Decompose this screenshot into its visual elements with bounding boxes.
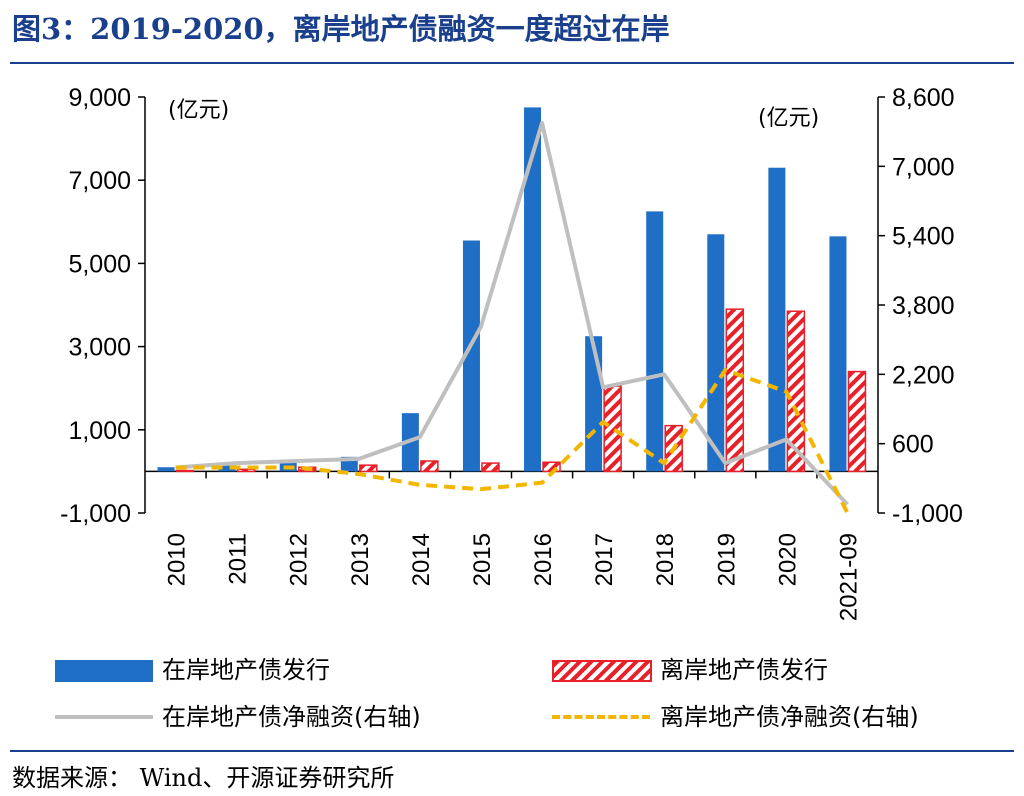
right-tick-label: 2,200 <box>892 361 955 389</box>
onshore-issuance-bar <box>218 465 236 472</box>
legend-swatch-offshore-net <box>552 715 650 719</box>
footer-rule <box>10 750 1014 752</box>
onshore-net-financing-line <box>175 121 849 506</box>
legend-swatch-offshore-issuance <box>552 660 652 682</box>
chart-canvas: 9,000 7,000 5,000 3,000 1,000 -1,000 8,600 7,00… <box>60 84 963 621</box>
left-tick-label: 7,000 <box>68 167 131 195</box>
offshore-issuance-bar <box>603 385 622 473</box>
legend-offshore-issuance: 离岸地产债发行 <box>660 656 828 684</box>
left-tick-label: 1,000 <box>68 417 131 445</box>
right-axis-unit: (亿元) <box>758 106 819 131</box>
right-tick-label: -1,000 <box>892 500 963 528</box>
title-rule <box>10 62 1014 64</box>
legend-swatch-onshore-net <box>55 715 153 719</box>
offshore-issuance-bar <box>236 468 256 473</box>
left-axis-unit: (亿元) <box>168 98 229 123</box>
x-tick-label: 2018 <box>652 533 679 586</box>
offshore-issuance-bar <box>481 462 500 473</box>
x-tick-label: 2014 <box>408 533 435 586</box>
offshore-net-financing-line <box>175 368 850 514</box>
x-tick-label: 2015 <box>469 533 496 586</box>
x-tick-label: 2010 <box>164 533 191 586</box>
left-tick-label: 3,000 <box>68 334 131 362</box>
legend-offshore-net: 离岸地产债净融资(右轴) <box>660 703 919 731</box>
onshore-issuance-bar <box>646 211 664 472</box>
right-tick-label: 7,000 <box>892 153 955 181</box>
x-tick-label: 2016 <box>530 533 557 586</box>
onshore-issuance-bar <box>829 236 847 472</box>
offshore-issuance-bar <box>175 469 195 473</box>
left-tick-label: 9,000 <box>68 84 131 112</box>
right-tick-label: 8,600 <box>892 84 955 112</box>
right-tick-label: 3,800 <box>892 292 955 320</box>
offshore-issuance-bar <box>359 464 378 473</box>
x-tick-label: 2019 <box>713 533 740 586</box>
left-tick-label: -1,000 <box>60 500 131 528</box>
onshore-issuance-bar <box>707 234 725 472</box>
legend-onshore-issuance: 在岸地产债发行 <box>162 656 330 684</box>
legend-swatch-onshore-issuance <box>55 660 153 682</box>
right-tick-label: 5,400 <box>892 223 955 251</box>
source-note: 数据来源： Wind、开源证券研究所 <box>12 764 395 792</box>
onshore-issuance-bar <box>462 240 480 472</box>
legend-onshore-net: 在岸地产债净融资(右轴) <box>162 703 421 731</box>
onshore-issuance-bar <box>768 167 786 472</box>
x-tick-label: 2020 <box>774 533 801 586</box>
onshore-issuance-bar <box>585 336 603 472</box>
right-tick-label: 600 <box>892 431 934 459</box>
onshore-issuance-bar <box>157 467 175 472</box>
offshore-issuance-bar <box>725 308 745 473</box>
x-tick-label: 2011 <box>225 533 252 585</box>
x-tick-label: 2021-09 <box>835 533 862 621</box>
left-tick-label: 5,000 <box>68 250 131 278</box>
x-tick-label: 2017 <box>591 533 618 586</box>
x-tick-label: 2013 <box>347 533 374 586</box>
onshore-issuance-bar <box>524 107 542 472</box>
offshore-issuance-bar <box>420 460 439 473</box>
offshore-issuance-bar <box>847 370 867 473</box>
chart-title: 图3：2019-2020，离岸地产债融资一度超过在岸 <box>12 12 670 46</box>
x-tick-label: 2012 <box>286 533 313 586</box>
